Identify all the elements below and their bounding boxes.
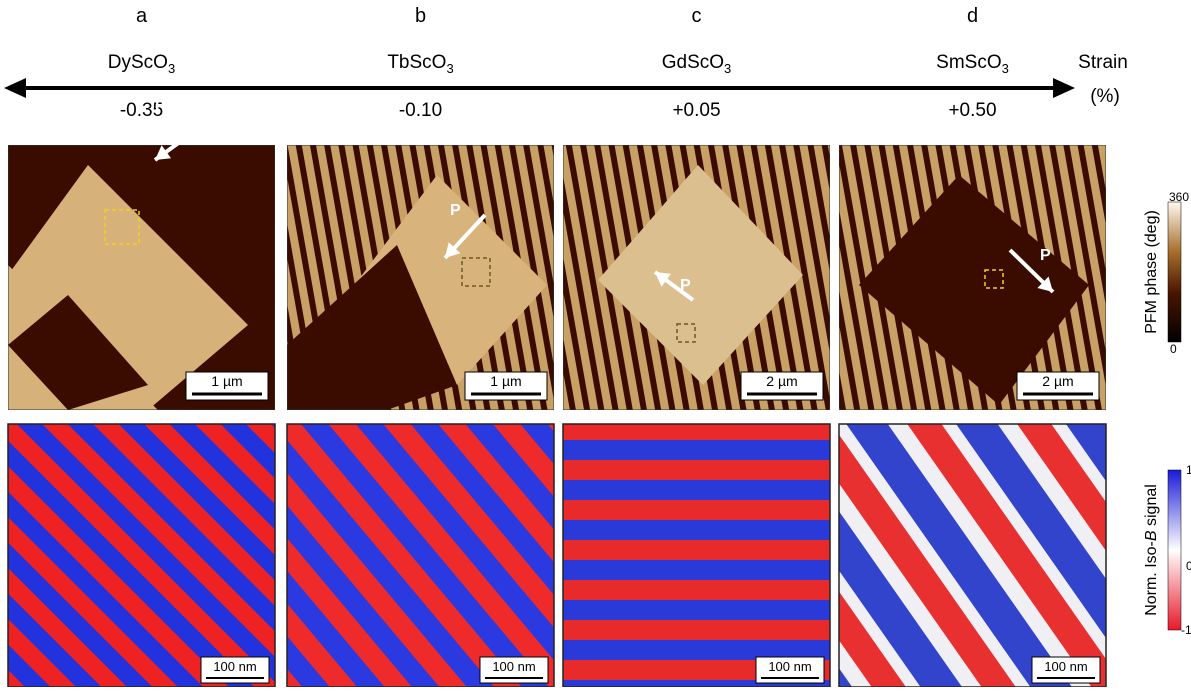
isob-image <box>287 424 554 687</box>
material-sub: 3 <box>168 61 175 76</box>
pfm-image <box>563 145 830 410</box>
colorbar-max: 1 <box>1186 463 1191 477</box>
material: DyScO3 <box>108 52 175 76</box>
figure: Strain (%) 360 0 PFM phase (deg) 1 0 -1 … <box>0 0 1191 687</box>
strain-value: +0.05 <box>672 100 720 121</box>
pfm-image <box>839 145 1106 410</box>
material-base: SmScO <box>936 52 1001 73</box>
pfm-image <box>8 145 275 410</box>
strain-value: -0.10 <box>399 100 442 121</box>
material-base: GdScO <box>662 52 724 73</box>
scale-label: 100 nm <box>492 659 535 674</box>
material-sub: 3 <box>724 61 731 76</box>
p-label: P <box>680 277 691 294</box>
material-base: DyScO <box>108 52 168 73</box>
p-label: P <box>155 97 166 114</box>
panel-letter: c <box>692 5 702 27</box>
colorbar-min: -1 <box>1181 623 1191 637</box>
isob-image <box>8 424 275 687</box>
isob-image <box>563 424 830 687</box>
colorbar-min: 0 <box>1170 342 1177 356</box>
label-part: B <box>1143 530 1160 541</box>
colorbar-max: 360 <box>1169 190 1189 204</box>
scale-label: 100 nm <box>768 659 811 674</box>
scale-label: 1 µm <box>490 373 521 389</box>
panel-letter: d <box>967 5 978 27</box>
scale-label: 100 nm <box>213 659 256 674</box>
material-sub: 3 <box>1002 61 1009 76</box>
arrow-head <box>1053 78 1075 98</box>
pfm-image <box>287 145 554 410</box>
strain-value: +0.50 <box>948 100 996 121</box>
panel-letter: b <box>415 5 426 27</box>
scale-label: 2 µm <box>1042 373 1073 389</box>
material: TbScO3 <box>387 52 453 76</box>
label-part: Norm. Iso- <box>1143 541 1160 616</box>
material: SmScO3 <box>936 52 1009 76</box>
material: GdScO3 <box>662 52 732 76</box>
panel-letter: a <box>136 5 148 27</box>
p-label: P <box>450 202 461 219</box>
colorbar <box>1168 470 1181 630</box>
colorbar-mid: 0 <box>1186 559 1191 573</box>
colorbar-label: PFM phase (deg) <box>1143 210 1160 334</box>
scale-label: 2 µm <box>766 373 797 389</box>
p-label: P <box>1040 247 1051 264</box>
isob-image <box>839 424 1106 687</box>
material-sub: 3 <box>446 61 453 76</box>
scale-label: 100 nm <box>1044 659 1087 674</box>
axis-label: Strain <box>1078 52 1128 73</box>
colorbar <box>1168 202 1181 342</box>
axis-unit: (%) <box>1090 86 1120 107</box>
material-base: TbScO <box>387 52 446 73</box>
arrow-head <box>4 78 26 98</box>
label-part: signal <box>1143 484 1160 530</box>
scale-label: 1 µm <box>211 373 242 389</box>
colorbar-label: Norm. Iso-B signal <box>1143 484 1160 616</box>
